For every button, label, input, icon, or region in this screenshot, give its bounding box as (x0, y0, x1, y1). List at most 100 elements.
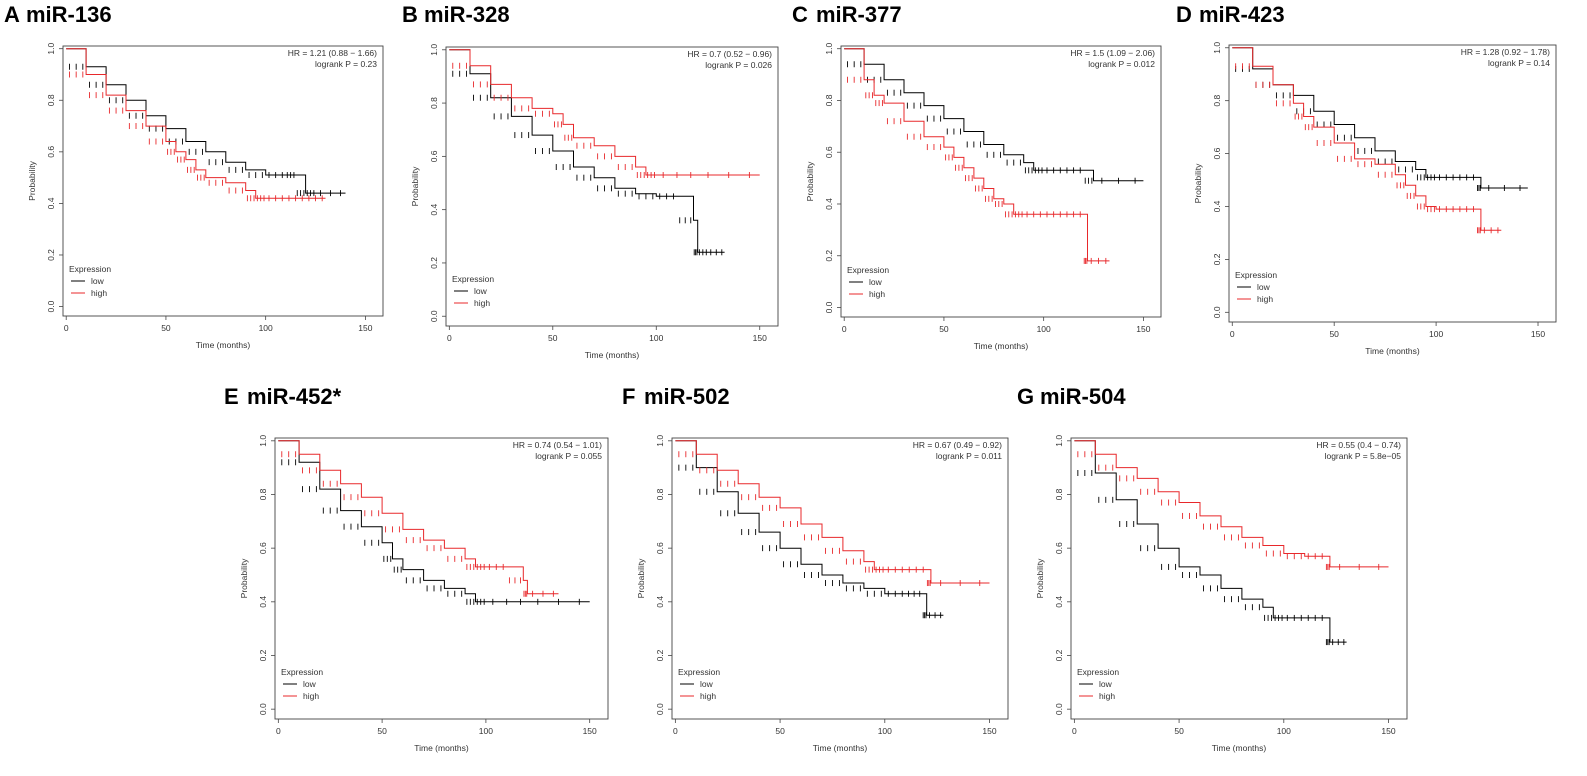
y-tick-label: 1.0 (655, 435, 665, 447)
km-curve-low (1074, 440, 1347, 643)
legend-label-high: high (1257, 294, 1273, 304)
x-tick-label: 100 (259, 323, 273, 333)
panel-title: miR-377 (816, 2, 902, 27)
plot-frame (274, 437, 609, 720)
x-tick-label: 50 (377, 726, 387, 736)
panel-letter: D (1176, 2, 1192, 27)
y-tick-label: 0.0 (258, 703, 268, 715)
censor-marks-low (69, 63, 341, 197)
legend-label-high: high (869, 289, 885, 299)
x-tick-label: 100 (1277, 726, 1291, 736)
x-axis-label: Time (months) (974, 341, 1029, 351)
y-tick-label: 0.4 (655, 596, 665, 608)
censor-marks-high (452, 62, 750, 179)
y-tick-label: 0.4 (824, 198, 834, 210)
legend-title: Expression (452, 274, 494, 284)
panel-letter: A (4, 2, 20, 27)
y-axis-label: Probability (636, 558, 646, 598)
panel-title: miR-423 (1199, 2, 1285, 27)
x-tick-label: 100 (479, 726, 493, 736)
x-tick-label: 150 (583, 726, 597, 736)
y-tick-label: 1.0 (46, 43, 56, 55)
censor-marks-high (847, 76, 1107, 264)
panel-title: miR-328 (424, 2, 510, 27)
y-tick-label: 0.6 (824, 146, 834, 158)
plot-frame (1070, 437, 1408, 720)
y-axis-label: Probability (239, 558, 249, 598)
x-tick-label: 50 (161, 323, 171, 333)
panel-title: miR-452* (247, 384, 342, 409)
y-axis-label: Probability (410, 166, 420, 206)
legend-title: Expression (678, 667, 720, 677)
hr-annotation: HR = 0.7 (0.52 − 0.96) (687, 49, 772, 59)
y-axis-label: Probability (27, 160, 37, 200)
y-tick-label: 0.8 (655, 488, 665, 500)
x-tick-label: 150 (1136, 324, 1150, 334)
y-tick-label: 0.8 (1054, 488, 1064, 500)
y-tick-label: 0.2 (258, 649, 268, 661)
y-tick-label: 0.4 (258, 596, 268, 608)
km-curve-high (278, 440, 559, 595)
logrank-annotation: logrank P = 0.23 (315, 59, 377, 69)
legend-label-low: low (1257, 282, 1271, 292)
y-tick-label: 0.8 (1212, 95, 1222, 107)
km-curve-low (66, 48, 346, 194)
y-tick-label: 1.0 (429, 44, 439, 56)
y-tick-label: 0.6 (655, 542, 665, 554)
legend-label-low: low (91, 276, 105, 286)
plot-frame (62, 45, 384, 317)
km-curve-high (66, 48, 326, 199)
y-tick-label: 0.0 (429, 310, 439, 322)
legend-title: Expression (69, 264, 111, 274)
logrank-annotation: logrank P = 0.14 (1488, 58, 1550, 68)
y-tick-label: 0.2 (429, 257, 439, 269)
panel-letter: E (224, 384, 239, 409)
panel-letter: B (402, 2, 418, 27)
legend-label-low: low (700, 679, 714, 689)
y-tick-label: 1.0 (1212, 42, 1222, 54)
legend-label-high: high (91, 288, 107, 298)
x-axis-label: Time (months) (196, 340, 251, 350)
legend-label-low: low (303, 679, 317, 689)
y-tick-label: 0.0 (46, 300, 56, 312)
censor-marks-high (1235, 63, 1499, 234)
plot-frame (445, 46, 779, 327)
x-tick-label: 150 (1531, 329, 1545, 339)
km-curve-high (1232, 47, 1502, 231)
panel-letter: F (622, 384, 635, 409)
y-tick-label: 1.0 (1054, 435, 1064, 447)
x-tick-label: 50 (775, 726, 785, 736)
plot-frame (840, 45, 1162, 318)
logrank-annotation: logrank P = 0.026 (705, 60, 772, 70)
logrank-annotation: logrank P = 0.055 (535, 451, 602, 461)
panel-title: miR-504 (1040, 384, 1126, 409)
panel-letter: G (1017, 384, 1034, 409)
x-tick-label: 100 (878, 726, 892, 736)
censor-marks-high (1077, 451, 1380, 570)
x-tick-label: 0 (64, 323, 69, 333)
censor-marks-low (847, 61, 1136, 184)
panel-letter: C (792, 2, 808, 27)
y-tick-label: 0.4 (1054, 596, 1064, 608)
censor-marks-low (452, 70, 723, 256)
y-tick-label: 1.0 (258, 435, 268, 447)
legend-label-high: high (1099, 691, 1115, 701)
x-tick-label: 100 (1429, 329, 1443, 339)
legend-label-high: high (303, 691, 319, 701)
y-tick-label: 0.4 (1212, 200, 1222, 212)
censor-marks-low (1077, 470, 1345, 646)
x-tick-label: 0 (276, 726, 281, 736)
y-tick-label: 0.8 (46, 94, 56, 106)
x-tick-label: 150 (1381, 726, 1395, 736)
y-tick-label: 0.2 (1212, 253, 1222, 265)
legend-label-low: low (1099, 679, 1113, 689)
x-tick-label: 50 (939, 324, 949, 334)
km-curve-low (844, 48, 1144, 182)
hr-annotation: HR = 0.74 (0.54 − 1.01) (513, 440, 602, 450)
y-tick-label: 0.8 (429, 97, 439, 109)
y-axis-label: Probability (1035, 558, 1045, 598)
legend-title: Expression (281, 667, 323, 677)
